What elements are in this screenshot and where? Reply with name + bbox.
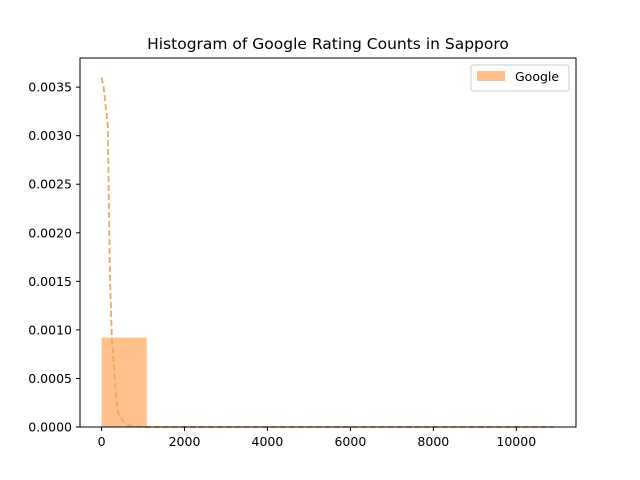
x-tick-label: 2000 — [169, 434, 201, 449]
y-tick-label: 0.0030 — [28, 128, 72, 143]
x-tick-label: 0 — [98, 434, 106, 449]
x-tick-label: 6000 — [334, 434, 366, 449]
legend-swatch-google — [477, 71, 505, 81]
chart-title: Histogram of Google Rating Counts in Sap… — [147, 35, 509, 53]
histogram-bar — [101, 337, 147, 427]
plot-frame — [79, 57, 577, 428]
y-tick-label: 0.0015 — [28, 274, 72, 289]
legend: Google — [470, 64, 570, 92]
plot-area — [100, 77, 554, 428]
x-axis: 0 2000 4000 6000 8000 10000 — [98, 427, 536, 449]
y-tick-label: 0.0005 — [28, 371, 72, 386]
y-tick-label: 0.0035 — [28, 80, 72, 95]
y-axis: 0.0000 0.0005 0.0010 0.0015 0.0020 0.0025 0.00… — [28, 80, 80, 435]
x-tick-label: 8000 — [417, 434, 449, 449]
y-tick-label: 0.0020 — [28, 225, 72, 240]
y-tick-label: 0.0000 — [28, 420, 72, 435]
x-tick-label: 4000 — [252, 434, 284, 449]
y-tick-label: 0.0025 — [28, 177, 72, 192]
y-tick-label: 0.0010 — [28, 322, 72, 337]
legend-label-google: Google — [515, 69, 559, 84]
density-curve — [100, 77, 554, 428]
x-tick-label: 10000 — [496, 434, 536, 449]
